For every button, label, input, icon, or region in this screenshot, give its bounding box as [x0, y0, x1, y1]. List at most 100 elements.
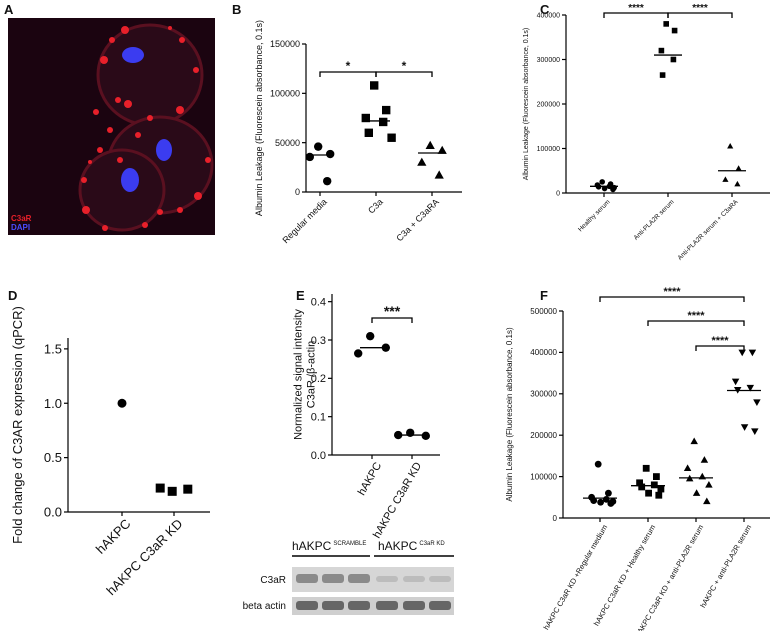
point: [690, 437, 698, 445]
point: [305, 152, 314, 162]
significance-bracket: [599, 296, 745, 302]
x-tick-label: Anti-PLA2R serum: [633, 199, 676, 242]
micrograph: [8, 18, 215, 235]
point: [354, 349, 363, 358]
blot-bands: [296, 601, 451, 610]
point: [605, 489, 612, 497]
blot: [292, 555, 454, 615]
point: [753, 399, 761, 406]
significance-label: ****: [692, 3, 708, 14]
point: [657, 485, 665, 493]
point: [599, 179, 605, 185]
y-tick-label: 100000: [537, 146, 560, 153]
point: [659, 72, 666, 78]
panel-label: D: [8, 288, 17, 303]
point: [155, 483, 165, 493]
significance-bracket: [375, 71, 433, 77]
panel-label: B: [232, 2, 241, 17]
point: [417, 157, 427, 166]
y-tick-label: 150000: [270, 39, 300, 49]
point: [361, 113, 370, 123]
puncta: [81, 26, 211, 231]
x-tick-label: hAKPC + anti-PLA2R serum: [698, 523, 753, 609]
point: [370, 81, 379, 90]
y-axis-label: Fold change of C3AR expression (qPCR): [10, 306, 25, 544]
y-tick-label: 100000: [270, 88, 300, 98]
point: [700, 456, 709, 463]
significance-bracket: [695, 345, 745, 351]
x-tick-label: C3a: [366, 197, 385, 216]
y-tick-label: 400000: [530, 348, 557, 357]
significance-label: ****: [687, 310, 705, 322]
x-tick-label: C3a + C3aRA: [394, 197, 441, 244]
y-tick-label: 0: [556, 190, 560, 197]
significance-bracket: [647, 320, 745, 326]
point: [746, 384, 755, 392]
y-tick-label: 300000: [537, 57, 560, 64]
stain-label: DAPI: [11, 223, 30, 232]
point: [597, 498, 604, 506]
y-tick-label: 0: [295, 187, 300, 197]
significance-bracket: [667, 12, 733, 18]
x-tick-label: Healthy serum: [577, 199, 612, 234]
point: [167, 486, 177, 496]
point: [663, 21, 669, 27]
y-tick-label: 0.2: [311, 373, 326, 385]
point: [117, 398, 127, 408]
point: [323, 176, 332, 186]
nucleus: [156, 139, 172, 161]
point: [642, 464, 650, 472]
point: [740, 424, 749, 431]
blot-bands: [376, 576, 451, 582]
point: [738, 349, 746, 357]
point: [610, 186, 616, 193]
significance-label: ***: [384, 303, 401, 319]
point: [601, 185, 608, 192]
blot-row-label: C3aR: [260, 575, 286, 586]
point: [705, 480, 713, 488]
point: [703, 497, 711, 505]
y-tick-label: 100000: [530, 472, 557, 481]
nucleus: [121, 168, 139, 192]
y-tick-label: 400000: [537, 12, 560, 19]
y-tick-label: 300000: [530, 390, 557, 399]
y-tick-label: 1.0: [44, 396, 62, 411]
y-tick-label: 0.3: [311, 335, 326, 347]
blot-group-label: hAKPC C3aR KD: [378, 539, 445, 553]
y-axis-label: C3aR /β-actin: [306, 341, 318, 408]
point: [379, 117, 388, 127]
point: [645, 489, 652, 497]
point: [655, 491, 663, 499]
point: [364, 128, 373, 137]
significance-label: *: [402, 59, 407, 73]
point: [394, 430, 403, 440]
point: [425, 140, 435, 149]
y-tick-label: 0.1: [311, 412, 326, 424]
point: [638, 483, 646, 491]
y-tick-label: 0.0: [44, 505, 62, 520]
x-tick-label: hAKPC: [93, 516, 134, 557]
y-axis-label: Albumin Leakage (Fluorescein absorbance,…: [254, 20, 264, 216]
panel-label: C: [540, 2, 550, 17]
blot-row-label: beta actin: [243, 601, 286, 612]
nucleus: [122, 47, 144, 63]
point: [594, 460, 602, 468]
y-tick-label: 0: [553, 514, 558, 523]
point: [671, 27, 678, 34]
blot-group-sup: C3aR KD: [419, 541, 445, 547]
point: [727, 143, 734, 149]
panel-label: A: [4, 2, 14, 17]
point: [636, 479, 643, 487]
point: [734, 180, 741, 187]
panel-label: E: [296, 288, 305, 303]
y-tick-label: 200000: [530, 431, 557, 440]
significance-bracket: [371, 317, 413, 323]
point: [731, 378, 740, 386]
point: [650, 481, 658, 489]
point: [590, 497, 598, 505]
blot-strip: [292, 567, 454, 592]
point: [387, 133, 396, 142]
cell: [78, 148, 166, 232]
y-tick-label: 0.0: [311, 450, 326, 462]
